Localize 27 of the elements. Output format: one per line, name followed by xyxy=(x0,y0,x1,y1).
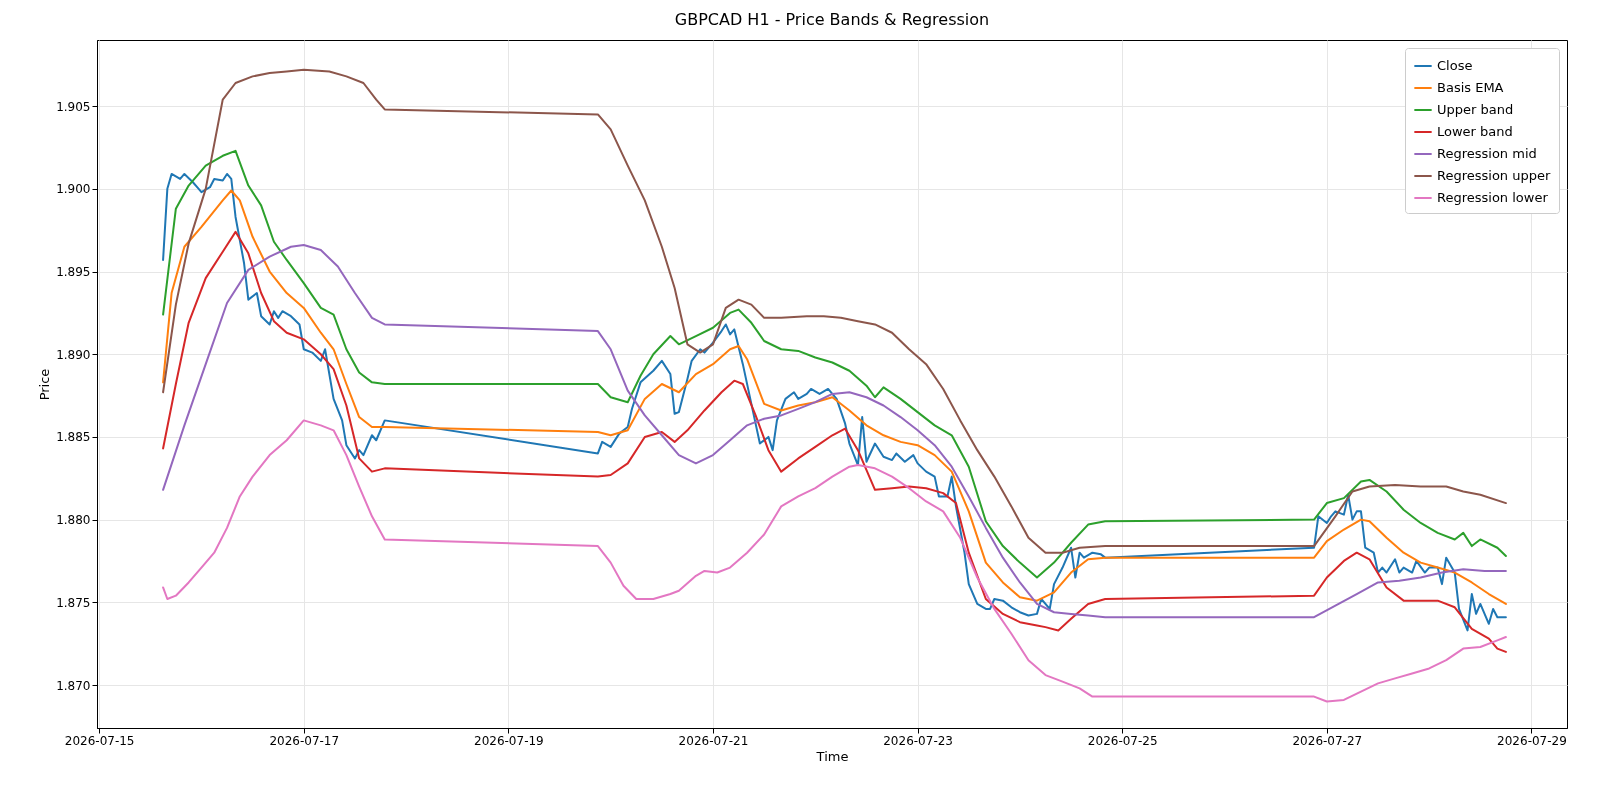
legend-label: Upper band xyxy=(1437,102,1514,117)
y-tick-label: 1.875 xyxy=(56,595,91,610)
legend-label: Basis EMA xyxy=(1437,80,1504,95)
x-tick-label: 2026-07-23 xyxy=(883,733,953,748)
x-axis-title: Time xyxy=(815,748,849,764)
y-tick-label: 1.895 xyxy=(56,265,91,280)
y-tick-label: 1.870 xyxy=(56,678,91,693)
legend-label: Lower band xyxy=(1437,124,1513,139)
y-tick-label: 1.890 xyxy=(56,347,91,362)
x-tick-label: 2026-07-29 xyxy=(1497,733,1567,748)
legend-label: Regression upper xyxy=(1437,168,1551,183)
x-tick-label: 2026-07-17 xyxy=(269,733,340,748)
y-axis-title: Price xyxy=(37,368,53,401)
chart-title: GBPCAD H1 - Price Bands & Regression xyxy=(674,10,990,29)
x-tick-label: 2026-07-15 xyxy=(64,733,135,748)
x-tick-label: 2026-07-19 xyxy=(474,733,544,748)
x-tick-label: 2026-07-21 xyxy=(678,733,749,748)
x-tick-label: 2026-07-27 xyxy=(1292,733,1363,748)
y-tick-label: 1.880 xyxy=(56,513,91,528)
x-tick-label: 2026-07-25 xyxy=(1087,733,1158,748)
legend-label: Regression lower xyxy=(1437,190,1549,205)
legend-label: Regression mid xyxy=(1437,146,1537,161)
y-tick-label: 1.885 xyxy=(56,430,91,445)
y-tick-label: 1.900 xyxy=(56,182,91,197)
line-series xyxy=(162,419,1507,703)
y-tick-label: 1.905 xyxy=(56,99,91,114)
legend-label: Close xyxy=(1437,58,1473,73)
